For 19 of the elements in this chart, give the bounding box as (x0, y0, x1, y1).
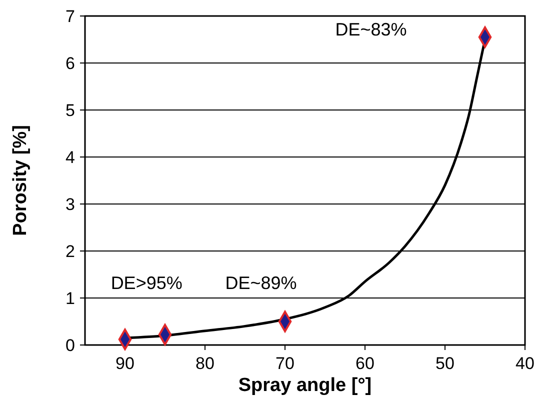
y-tick-label: 7 (66, 6, 75, 26)
annotation: DE~83% (335, 20, 407, 40)
x-tick-label: 90 (116, 354, 134, 373)
x-tick-label: 50 (436, 354, 454, 373)
y-tick-label: 3 (66, 194, 75, 214)
annotation: DE~89% (225, 273, 297, 294)
annotation: DE>95% (110, 273, 182, 294)
y-tick-label: 6 (66, 54, 75, 73)
y-tick-label: 0 (66, 336, 75, 355)
y-tick-label: 4 (66, 148, 75, 167)
y-axis-title: Porosity [%] (10, 125, 31, 236)
x-tick-label: 60 (356, 354, 374, 373)
x-tick-label: 70 (276, 354, 294, 373)
y-tick-label: 5 (66, 100, 75, 120)
x-tick-label: 80 (196, 354, 214, 373)
y-tick-label: 2 (66, 242, 75, 261)
x-tick-label: 40 (516, 354, 534, 373)
x-axis-title: Spray angle [°] (238, 375, 372, 396)
y-tick-label: 1 (66, 288, 75, 308)
